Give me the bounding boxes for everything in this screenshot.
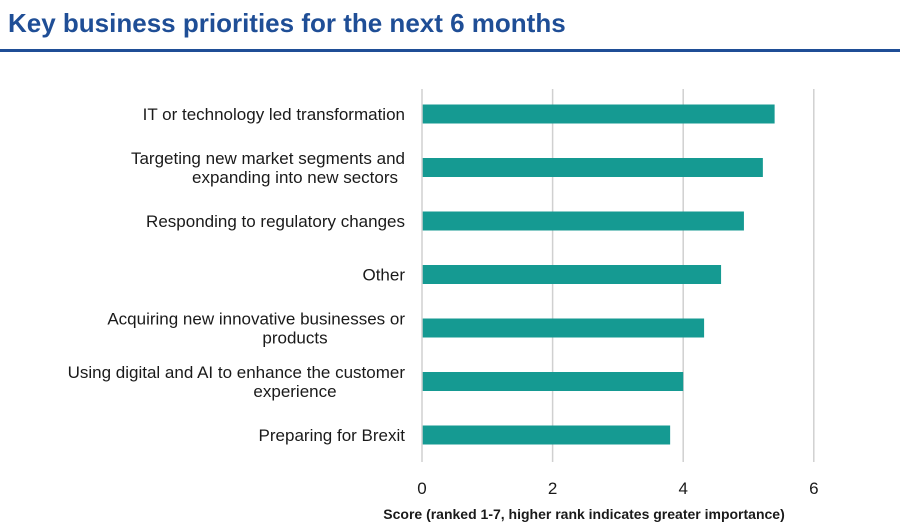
x-tick-label: 4	[678, 479, 687, 498]
bar	[422, 372, 684, 391]
title-rule	[0, 49, 900, 52]
category-label: Using digital and AI to enhance the cust…	[68, 363, 406, 401]
category-label: IT or technology led transformation	[143, 105, 405, 124]
bar	[422, 158, 763, 177]
category-label: Responding to regulatory changes	[146, 212, 405, 231]
category-label: Acquiring new innovative businesses or pr…	[107, 310, 405, 348]
bar	[422, 318, 705, 338]
bar	[422, 425, 671, 445]
page-title: Key business priorities for the next 6 m…	[8, 8, 566, 38]
x-axis-title: Score (ranked 1-7, higher rank indicates…	[383, 506, 784, 522]
x-tick-label: 6	[809, 479, 818, 498]
x-tick-label: 0	[417, 479, 426, 498]
category-label: Preparing for Brexit	[259, 426, 406, 445]
bar	[422, 265, 722, 284]
category-label: Targeting new market segments and expandi…	[131, 149, 405, 187]
category-label: Other	[362, 266, 405, 285]
bar	[422, 211, 744, 231]
x-tick-label: 2	[548, 479, 557, 498]
bar	[422, 104, 775, 124]
